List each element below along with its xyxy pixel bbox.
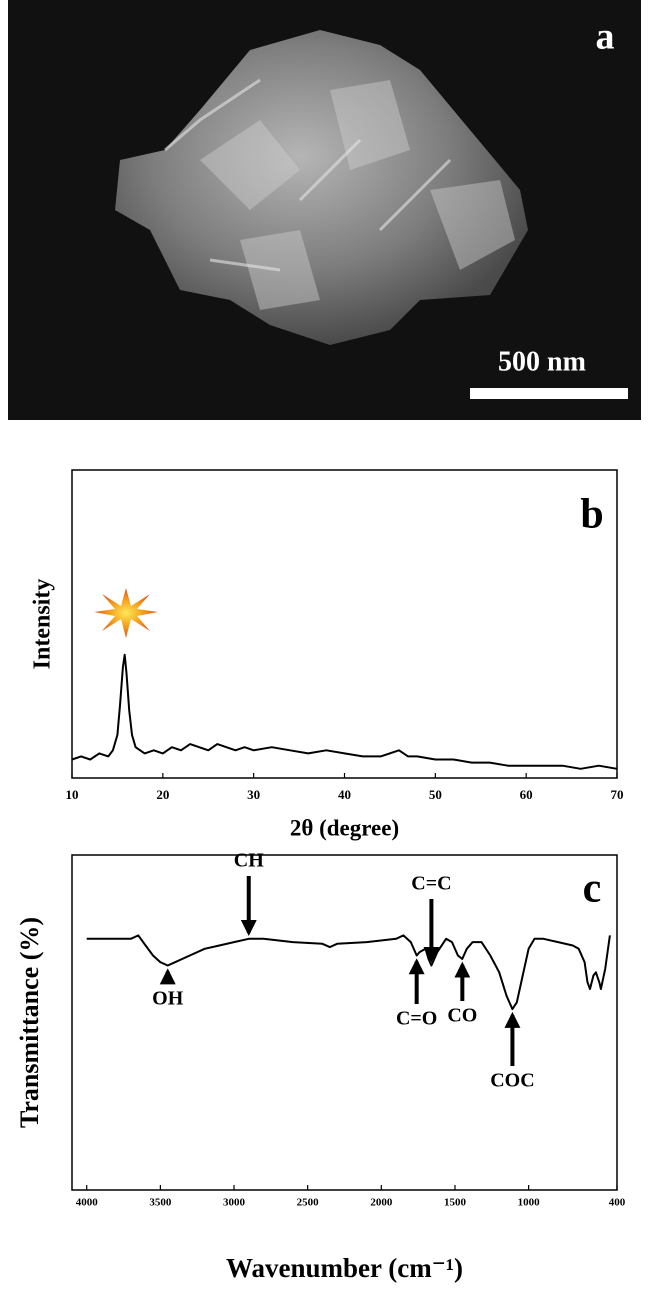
panel-label: a (596, 16, 615, 58)
x-axis-title: 2θ (degree) (290, 815, 399, 840)
x-axis-title: Wavenumber (cm⁻¹) (226, 1253, 463, 1283)
annotation-label: CO (447, 1005, 477, 1027)
x-tick-label: 30 (247, 787, 260, 802)
x-tick-label: 1500 (444, 1197, 467, 1209)
x-tick-label: 20 (156, 787, 169, 802)
scale-bar-label: 500 nm (498, 346, 586, 377)
annotation-label: C=C (411, 873, 451, 895)
annotation-label: CH (234, 850, 264, 872)
x-tick-label: 2000 (370, 1197, 393, 1209)
figure: a 500 nm 10 20 30 40 50 60 70 2θ (degree) Intens… (0, 0, 649, 1293)
panel-label: c (583, 866, 602, 912)
plot-frame (72, 470, 617, 778)
x-tick-label: 70 (611, 787, 624, 802)
y-axis-title: Intensity (30, 579, 56, 670)
peak-star (94, 588, 158, 638)
annotation-label: OH (152, 988, 184, 1010)
annotation-label: COC (490, 1070, 534, 1092)
plot-frame (72, 855, 617, 1190)
x-tick-label: 400 (609, 1197, 626, 1209)
x-tick-label: 1000 (518, 1197, 541, 1209)
x-tick-label: 50 (429, 787, 442, 802)
annotation-label: C=O (396, 1008, 437, 1030)
scale-bar (470, 388, 628, 399)
data-line (72, 655, 617, 769)
x-tick-label: 3500 (149, 1197, 172, 1209)
x-tick-label: 3000 (223, 1197, 246, 1209)
x-tick-label: 2500 (297, 1197, 320, 1209)
x-tick-label: 40 (338, 787, 351, 802)
x-tick-label: 4000 (76, 1197, 99, 1209)
sem-image: a 500 nm (8, 0, 641, 420)
x-tick-label: 10 (66, 787, 79, 802)
y-axis-title: Transmittance (%) (15, 917, 44, 1128)
panel-label: b (580, 492, 603, 538)
x-tick-label: 60 (520, 787, 533, 802)
